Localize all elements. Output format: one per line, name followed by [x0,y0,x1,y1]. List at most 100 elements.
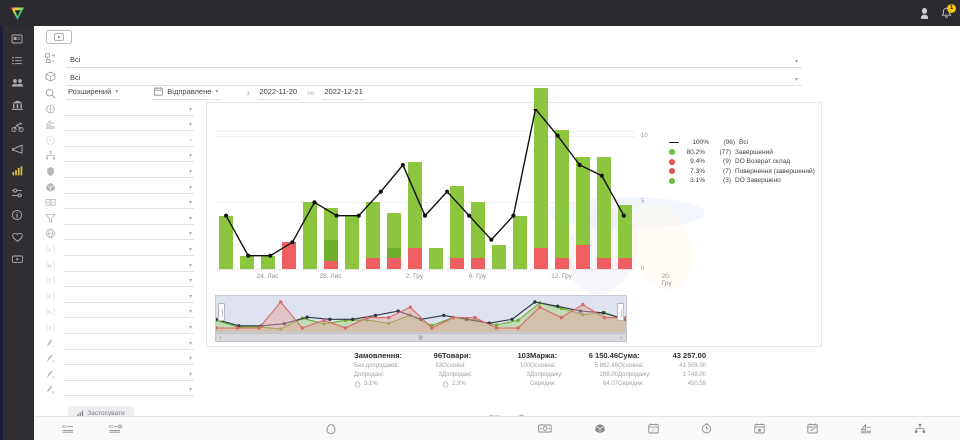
filter-select-source[interactable]: ▾ [42,116,194,132]
sidebar-item-marketing[interactable] [0,138,34,160]
chevron-down-icon[interactable]: ▾ [188,371,192,378]
chart-bar[interactable] [428,247,443,269]
chart-bar[interactable] [470,202,485,269]
filter-select-site[interactable]: ▾ [42,225,194,241]
bottom-calendar-check-icon[interactable] [807,423,818,435]
chart-bar[interactable] [365,202,380,269]
chevron-down-icon[interactable]: ▾ [794,76,798,83]
filter-select-line[interactable]: ▾ [64,352,194,366]
sidebar-item-delivery[interactable] [0,116,34,138]
filter-select-line[interactable]: ▾ [64,321,194,334]
sidebar-item-settings[interactable] [0,182,34,204]
filter-select-line[interactable]: ▾ [64,337,194,350]
sidebar-item-analytics[interactable] [0,160,34,182]
nav-handle-right[interactable] [617,303,624,321]
chart-bar[interactable] [491,245,506,269]
filter-select-line[interactable]: ▾ [64,134,194,147]
filter-organization-input[interactable] [66,53,802,68]
filter-select-line[interactable]: ▾ [64,274,194,288]
nav-left-arrow[interactable]: ‹ [219,334,222,341]
nav-handle-left[interactable] [218,303,225,321]
range-navigator[interactable] [215,295,627,333]
filter-select-var-o[interactable]: O ▾ [42,303,194,319]
chart-bar[interactable] [218,215,233,269]
filter-select-line[interactable]: ▾ [64,196,194,210]
filter-select-line[interactable]: ▾ [64,259,194,272]
chevron-down-icon[interactable]: ▾ [188,231,192,238]
nav-grip[interactable]: ▥ [418,334,424,341]
chevron-down-icon[interactable]: ▾ [188,293,192,300]
filter-select-line[interactable]: ▾ [64,212,194,225]
legend-item[interactable]: 9.4% (9) DO Возврат склад [669,158,819,165]
notifications-button[interactable]: 1 [941,4,956,19]
filter-select-var-x[interactable]: X ▾ [42,318,194,334]
date-from-field[interactable]: 2022-11-20 [257,86,300,100]
filter-select-param-3[interactable]: 3 ▾ [42,365,194,381]
date-to-field[interactable]: 2022-12-21 [322,86,365,100]
filter-select-var-m[interactable]: M ▾ [42,256,194,272]
chevron-down-icon[interactable]: ▾ [188,122,192,129]
filter-select-category[interactable]: ▾ [42,147,194,163]
filter-select-line[interactable]: ▾ [64,383,194,397]
bottom-id-o-list-icon[interactable]: ID [109,423,123,435]
search-icon[interactable] [42,88,58,99]
filter-select-brand[interactable]: ▾ [42,162,194,178]
bottom-cube-icon[interactable] [594,423,606,435]
chevron-down-icon[interactable]: ▾ [188,106,192,113]
chart-bar[interactable] [512,215,527,269]
bottom-tag-icon[interactable] [325,423,337,435]
chevron-down-icon[interactable]: ▾ [188,168,192,175]
chevron-down-icon[interactable]: ▾ [188,184,192,191]
filter-select-line[interactable]: ▾ [64,149,194,163]
sidebar-item-video[interactable] [0,248,34,270]
chevron-down-icon[interactable]: ▾ [188,340,192,347]
chart-bar[interactable] [344,215,359,269]
chart-bar[interactable] [575,157,590,269]
chevron-down-icon[interactable]: ▾ [188,137,192,144]
play-tutorial-button[interactable] [46,30,72,44]
filter-select-line[interactable]: ▾ [64,305,194,319]
legend-item[interactable]: 80.2% (77) Завершений [669,149,819,156]
chevron-down-icon[interactable]: ▾ [188,246,192,253]
chart-bar[interactable] [533,87,548,269]
sidebar-item-info[interactable] [0,204,34,226]
legend-item[interactable]: 100% (96) Всі [669,139,819,146]
app-logo[interactable] [0,0,34,26]
filter-select-param-2[interactable]: 2 ▾ [42,350,194,366]
filter-select-param-1[interactable]: 1 ▾ [42,334,194,350]
bottom-flag-lines-icon[interactable] [860,423,872,435]
filter-select-line[interactable]: ▾ [64,368,194,381]
filter-select-line[interactable]: ▾ [64,181,194,194]
chevron-down-icon[interactable]: ▾ [188,387,192,394]
chart-bar[interactable] [260,255,275,269]
chevron-down-icon[interactable]: ▾ [188,215,192,222]
chevron-down-icon[interactable]: ▾ [188,309,192,316]
filter-select-line[interactable]: ▾ [64,165,194,178]
chevron-down-icon[interactable]: ▾ [188,278,192,285]
chevron-down-icon[interactable]: ▾ [188,200,192,207]
filter-product-input[interactable] [66,71,802,86]
filter-select-var-t[interactable]: T ▾ [42,272,194,288]
bottom-id-list-icon[interactable]: ID [62,423,75,435]
filter-select-time[interactable]: ▾ [42,131,194,147]
chart-bar[interactable] [386,213,401,269]
filter-select-region[interactable]: ▾ [42,100,194,116]
bottom-clock-icon[interactable] [701,423,712,435]
filter-mode-button[interactable]: Розширений ▾ [66,86,121,100]
legend-item[interactable]: 7.3% (7) Повернення (завершений) [669,168,819,175]
sidebar-item-support[interactable] [0,226,34,248]
filter-select-line[interactable]: ▾ [64,227,194,241]
chevron-down-icon[interactable]: ▾ [188,153,192,160]
chart-bar[interactable] [323,207,338,269]
chevron-down-icon[interactable]: ▾ [188,356,192,363]
chart-bar[interactable] [239,255,254,269]
filter-select-line[interactable]: ▾ [64,118,194,132]
bottom-calendar-alt-icon[interactable] [754,423,765,435]
filter-select-var-f[interactable]: F ▾ [42,287,194,303]
legend-item[interactable]: 3.1% (3) DO Завершено [669,177,819,184]
filter-select-line[interactable]: ▾ [64,290,194,303]
chart-bar[interactable] [617,205,632,269]
chart-bar[interactable] [281,242,296,269]
filter-status-button[interactable]: Відправлене ▾ [152,86,221,100]
chevron-down-icon[interactable]: ▾ [188,324,192,331]
